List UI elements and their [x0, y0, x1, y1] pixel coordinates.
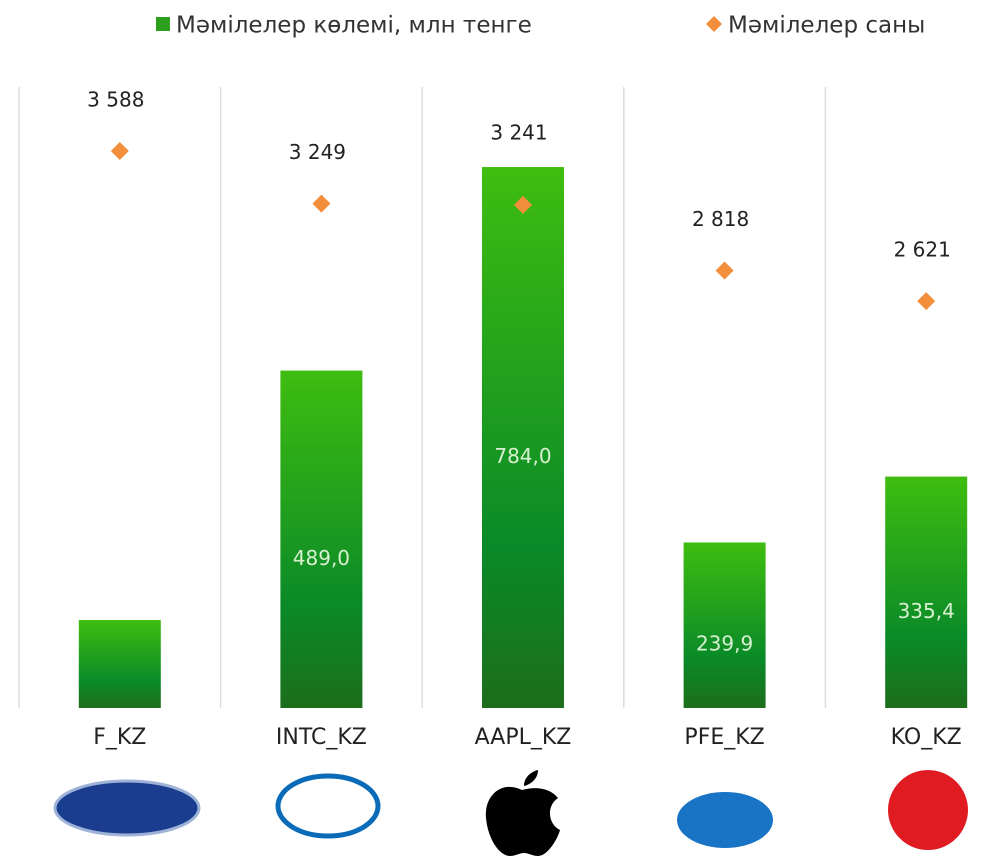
data-label: 3 241: [490, 121, 547, 145]
bar: [280, 370, 363, 708]
data-label: 489,0: [293, 546, 350, 570]
x-tick-label: KO_KZ: [891, 725, 962, 750]
legend-swatch: [156, 17, 170, 31]
data-label: 239,9: [696, 632, 753, 656]
bar: [885, 476, 968, 708]
bar: [482, 167, 564, 709]
x-tick-label: PFE_KZ: [684, 725, 764, 750]
point: [715, 261, 734, 280]
logo-apple: [485, 770, 560, 856]
data-label: 335,4: [898, 599, 955, 623]
bar: [78, 620, 161, 708]
x-tick-label: AAPL_KZ: [475, 725, 572, 750]
x-tick-label: F_KZ: [93, 725, 146, 750]
logo-ford: [53, 779, 201, 837]
bar: [683, 542, 766, 708]
legend-label: Мәмілелер көлемі, млн тенге: [176, 13, 532, 39]
data-label: 3 249: [289, 140, 346, 164]
logos: [53, 770, 968, 856]
legend-swatch: [706, 16, 722, 32]
x-tick-label: INTC_KZ: [276, 725, 367, 750]
legend-label: Мәмілелер саны: [728, 13, 925, 39]
data-label: 2 621: [894, 238, 951, 262]
logo-coca-cola: [888, 770, 968, 850]
point: [514, 195, 532, 214]
point: [917, 292, 936, 311]
data-label: 2 818: [692, 207, 749, 231]
logo-intel: [275, 773, 381, 839]
data-label: 784,0: [494, 444, 551, 468]
point: [110, 141, 129, 160]
data-label: 3 588: [87, 87, 144, 111]
logo-pfizer: [677, 792, 773, 848]
point: [312, 194, 331, 213]
